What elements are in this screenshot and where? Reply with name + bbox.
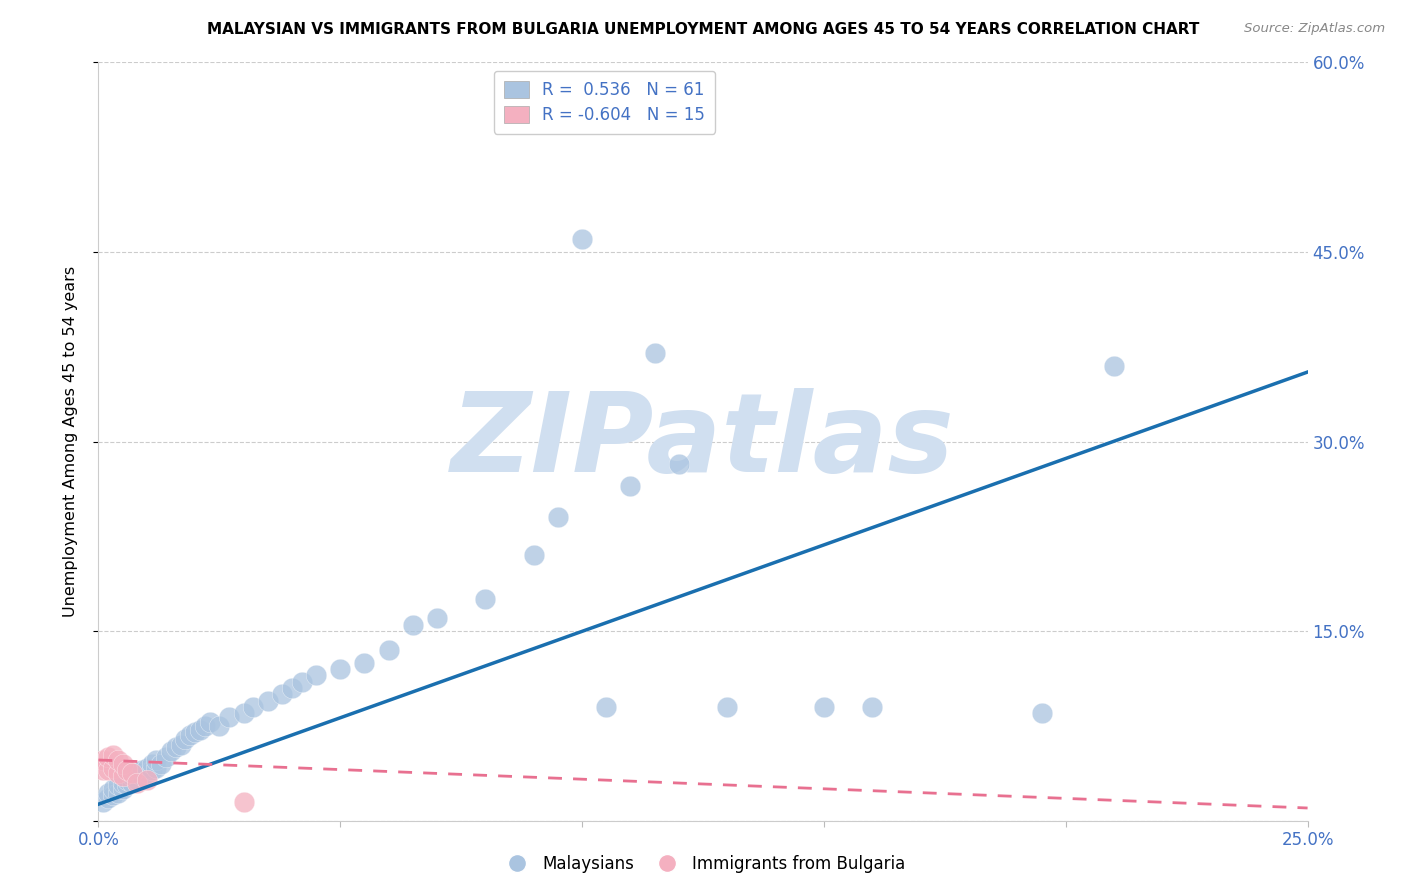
Point	[208, 719, 231, 733]
Point	[107, 786, 129, 800]
Point	[184, 725, 207, 739]
Point	[474, 592, 496, 607]
Point	[155, 750, 177, 764]
Point	[547, 510, 569, 524]
Y-axis label: Unemployment Among Ages 45 to 54 years: Unemployment Among Ages 45 to 54 years	[63, 266, 77, 617]
Point	[179, 728, 201, 742]
Point	[716, 699, 738, 714]
Point	[101, 747, 124, 762]
Point	[141, 756, 163, 771]
Point	[813, 699, 835, 714]
Point	[91, 795, 114, 809]
Point	[97, 791, 120, 805]
Point	[619, 479, 641, 493]
Point	[117, 773, 139, 788]
Point	[127, 773, 149, 788]
Point	[91, 753, 114, 767]
Point	[107, 765, 129, 780]
Point	[141, 763, 163, 777]
Point	[91, 763, 114, 777]
Point	[101, 789, 124, 803]
Point	[232, 795, 254, 809]
Legend: R =  0.536   N = 61, R = -0.604   N = 15: R = 0.536 N = 61, R = -0.604 N = 15	[494, 70, 714, 134]
Point	[145, 753, 167, 767]
Point	[111, 769, 134, 783]
Point	[169, 738, 191, 752]
Point	[668, 458, 690, 472]
Point	[117, 778, 139, 792]
Point	[135, 765, 157, 780]
Point	[218, 710, 240, 724]
Point	[329, 662, 352, 676]
Point	[145, 760, 167, 774]
Point	[353, 656, 375, 670]
Text: Source: ZipAtlas.com: Source: ZipAtlas.com	[1244, 22, 1385, 36]
Point	[860, 699, 883, 714]
Point	[523, 548, 546, 563]
Point	[174, 731, 197, 746]
Point	[194, 719, 217, 733]
Point	[127, 765, 149, 780]
Point	[377, 643, 399, 657]
Point	[1102, 359, 1125, 373]
Point	[290, 674, 312, 689]
Point	[111, 756, 134, 771]
Point	[271, 687, 294, 701]
Point	[198, 715, 221, 730]
Point	[644, 346, 666, 360]
Point	[232, 706, 254, 721]
Point	[117, 763, 139, 777]
Point	[595, 699, 617, 714]
Point	[135, 760, 157, 774]
Point	[121, 776, 143, 790]
Point	[97, 786, 120, 800]
Text: MALAYSIAN VS IMMIGRANTS FROM BULGARIA UNEMPLOYMENT AMONG AGES 45 TO 54 YEARS COR: MALAYSIAN VS IMMIGRANTS FROM BULGARIA UN…	[207, 22, 1199, 37]
Point	[160, 744, 183, 758]
Point	[111, 782, 134, 797]
Point	[135, 773, 157, 788]
Point	[281, 681, 304, 695]
Point	[107, 753, 129, 767]
Point	[305, 668, 328, 682]
Point	[121, 769, 143, 783]
Point	[101, 782, 124, 797]
Legend: Malaysians, Immigrants from Bulgaria: Malaysians, Immigrants from Bulgaria	[494, 848, 912, 880]
Point	[107, 778, 129, 792]
Point	[402, 617, 425, 632]
Point	[242, 699, 264, 714]
Point	[111, 776, 134, 790]
Point	[101, 760, 124, 774]
Point	[150, 756, 173, 771]
Point	[131, 763, 153, 777]
Point	[426, 611, 449, 625]
Point	[571, 232, 593, 246]
Point	[131, 769, 153, 783]
Point	[121, 765, 143, 780]
Point	[97, 750, 120, 764]
Point	[1031, 706, 1053, 721]
Point	[256, 693, 278, 707]
Point	[97, 763, 120, 777]
Point	[188, 723, 211, 737]
Text: ZIPatlas: ZIPatlas	[451, 388, 955, 495]
Point	[127, 776, 149, 790]
Point	[165, 740, 187, 755]
